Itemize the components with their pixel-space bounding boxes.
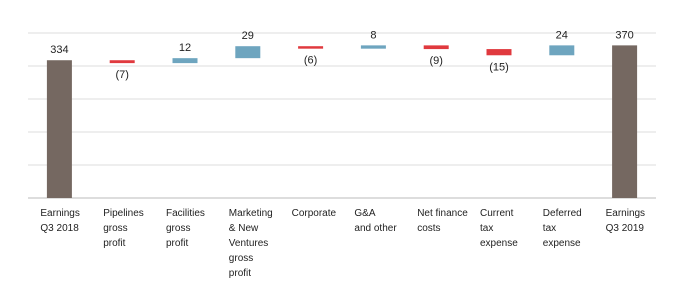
value-label: 24 [556,29,568,41]
delta-bar [109,60,135,64]
value-label: (7) [115,69,128,81]
delta-bar [235,46,261,59]
value-label: 8 [370,29,376,41]
value-label: 29 [242,30,254,42]
category-label: Corporate [291,208,337,219]
category-label: Earnings Q3 2019 [605,208,646,234]
total-bar [612,45,638,198]
category-label: Marketing & New Ventures gross profit [228,208,273,279]
category-label: Current tax expense [480,208,518,249]
delta-bar [360,45,386,49]
delta-bar [423,45,449,50]
value-label: 334 [50,44,68,56]
delta-bar [298,46,324,49]
category-label: Deferred tax expense [542,208,582,249]
delta-bar [549,45,575,56]
value-label: 12 [179,42,191,54]
delta-bar [172,58,198,64]
value-label: 370 [615,29,633,41]
value-label: (15) [489,61,509,73]
delta-bar [486,49,512,56]
category-label: Earnings Q3 2018 [40,208,80,234]
category-label: G&A and other [354,208,397,234]
category-label: Net finance costs [417,208,468,234]
category-label: Pipelines gross profit [103,208,144,249]
value-label: (6) [304,55,317,67]
value-label: (9) [429,55,442,67]
category-label: Facilities gross profit [166,208,205,249]
total-bar [46,60,72,198]
